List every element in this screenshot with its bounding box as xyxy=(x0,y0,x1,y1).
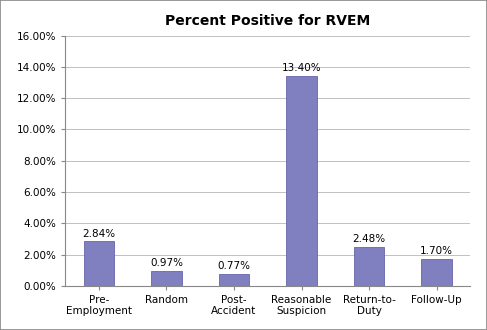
Title: Percent Positive for RVEM: Percent Positive for RVEM xyxy=(165,14,371,27)
Bar xyxy=(151,271,182,286)
Text: 0.77%: 0.77% xyxy=(218,261,250,271)
Bar xyxy=(286,76,317,286)
Bar xyxy=(219,274,249,286)
Text: 0.97%: 0.97% xyxy=(150,258,183,268)
Text: 13.40%: 13.40% xyxy=(282,63,321,74)
Text: 1.70%: 1.70% xyxy=(420,247,453,256)
Text: 2.84%: 2.84% xyxy=(82,229,115,239)
Bar xyxy=(84,242,114,286)
Bar xyxy=(354,247,384,286)
Bar xyxy=(421,259,452,286)
Text: 2.48%: 2.48% xyxy=(353,234,386,244)
